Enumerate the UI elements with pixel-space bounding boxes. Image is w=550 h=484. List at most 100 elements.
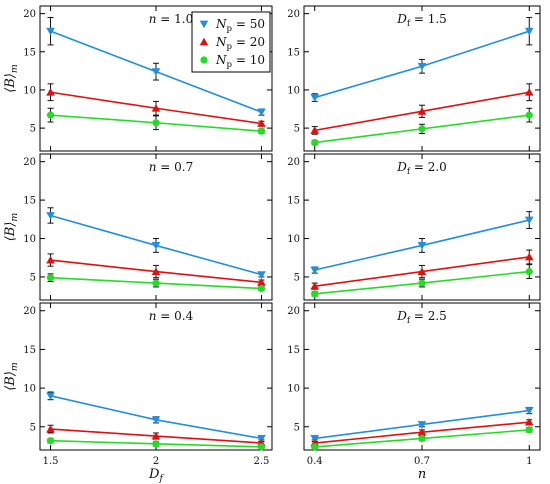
data-point [151,104,161,112]
data-point [310,94,320,102]
x-tick-label: 2 [153,456,159,467]
data-point [257,119,266,127]
y-tick-label: 5 [30,272,36,283]
y-tick-label: 20 [23,306,36,317]
data-point [310,434,320,443]
series-Np50 [310,406,534,443]
panel-title: n = 0.7 [149,160,194,174]
series-Np10 [46,273,266,293]
y-tick-label: 15 [287,196,300,207]
data-point [257,271,266,279]
data-point [310,281,320,290]
data-point [417,62,427,71]
series-Np10 [46,107,266,135]
data-point [417,428,427,436]
y-tick-label: 5 [294,272,300,283]
data-point [525,111,533,119]
panel-frame [39,302,273,451]
series-Np50 [46,16,266,117]
series-Np20 [46,253,266,286]
y-tick-label: 10 [287,234,300,245]
panel-title: n = 0.4 [149,309,194,323]
data-point [418,279,426,287]
y-axis-label: ⟨B⟩m [3,213,20,242]
data-point [257,278,266,286]
data-point [311,290,319,298]
data-point [311,443,319,451]
data-point [524,417,534,426]
legend-label: Np = 20 [215,35,265,52]
panel-title: n = 1.0 [149,12,194,26]
y-tick-label: 15 [287,345,300,356]
series-Np50 [46,391,266,443]
x-tick-label: 1.5 [43,456,59,467]
data-point [151,416,161,425]
data-point [46,274,55,282]
y-tick-label: 5 [294,124,300,135]
legend-marker [199,20,209,29]
data-point [46,88,55,96]
data-point [310,266,320,275]
data-point [257,127,266,135]
data-point [310,126,320,134]
series-Np10 [311,107,533,147]
y-axis-label: ⟨B⟩m [3,362,20,391]
data-point [257,443,266,451]
data-point [524,252,534,261]
data-point [417,242,427,250]
x-axis-label: n [418,467,426,482]
legend-label: Np = 10 [215,53,265,70]
data-point [257,284,266,293]
data-point [417,421,427,429]
series-Np20 [46,83,266,127]
data-point [417,107,427,115]
data-point [524,407,534,415]
y-tick-label: 5 [30,422,36,433]
panel-4: 5 10 15 20 Df = 2.0 [287,153,541,301]
data-point [257,108,266,117]
panel-2: 5 10 15 20 Df = 1.5 [287,5,541,152]
data-point [525,267,533,276]
panel-6: 5 10 15 20 0.4 0.7 1 Df = 2.5 n [287,302,541,482]
data-point [525,426,533,434]
data-point [418,125,426,133]
data-point [151,267,161,275]
panel-5: 5 10 15 20 1.5 2 2.5 n = 0.4 ⟨B⟩m Df [3,302,273,484]
panel-3: 5 10 15 20 n = 0.7 ⟨B⟩m [3,153,273,301]
data-point [311,139,319,147]
panel-title: Df = 2.0 [396,160,447,177]
y-tick-label: 5 [294,422,300,433]
data-point [46,27,55,36]
legend-marker [200,56,208,64]
data-point [417,267,427,275]
y-tick-label: 10 [23,85,36,96]
series-Np10 [311,426,533,451]
series-Np10 [311,264,533,298]
y-tick-label: 15 [287,47,300,58]
data-point [151,68,161,76]
series-Np20 [310,249,534,290]
y-tick-label: 10 [287,85,300,96]
data-point [152,279,160,287]
y-tick-label: 5 [30,124,36,135]
series-Np50 [310,16,534,102]
data-point [524,216,534,225]
series-Np10 [46,437,266,451]
data-point [151,431,161,440]
x-tick-label: 2.5 [254,456,270,467]
panel-title: Df = 2.5 [396,309,447,326]
data-point [524,27,534,36]
panel-title: Df = 1.5 [396,12,447,29]
data-point [46,212,55,220]
series-Np20 [310,83,534,135]
data-point [46,392,55,401]
series-Np50 [310,211,534,275]
y-tick-label: 15 [23,47,36,58]
y-tick-label: 20 [287,306,300,317]
data-point [46,437,55,445]
data-point [46,255,55,264]
y-tick-label: 20 [287,9,300,20]
